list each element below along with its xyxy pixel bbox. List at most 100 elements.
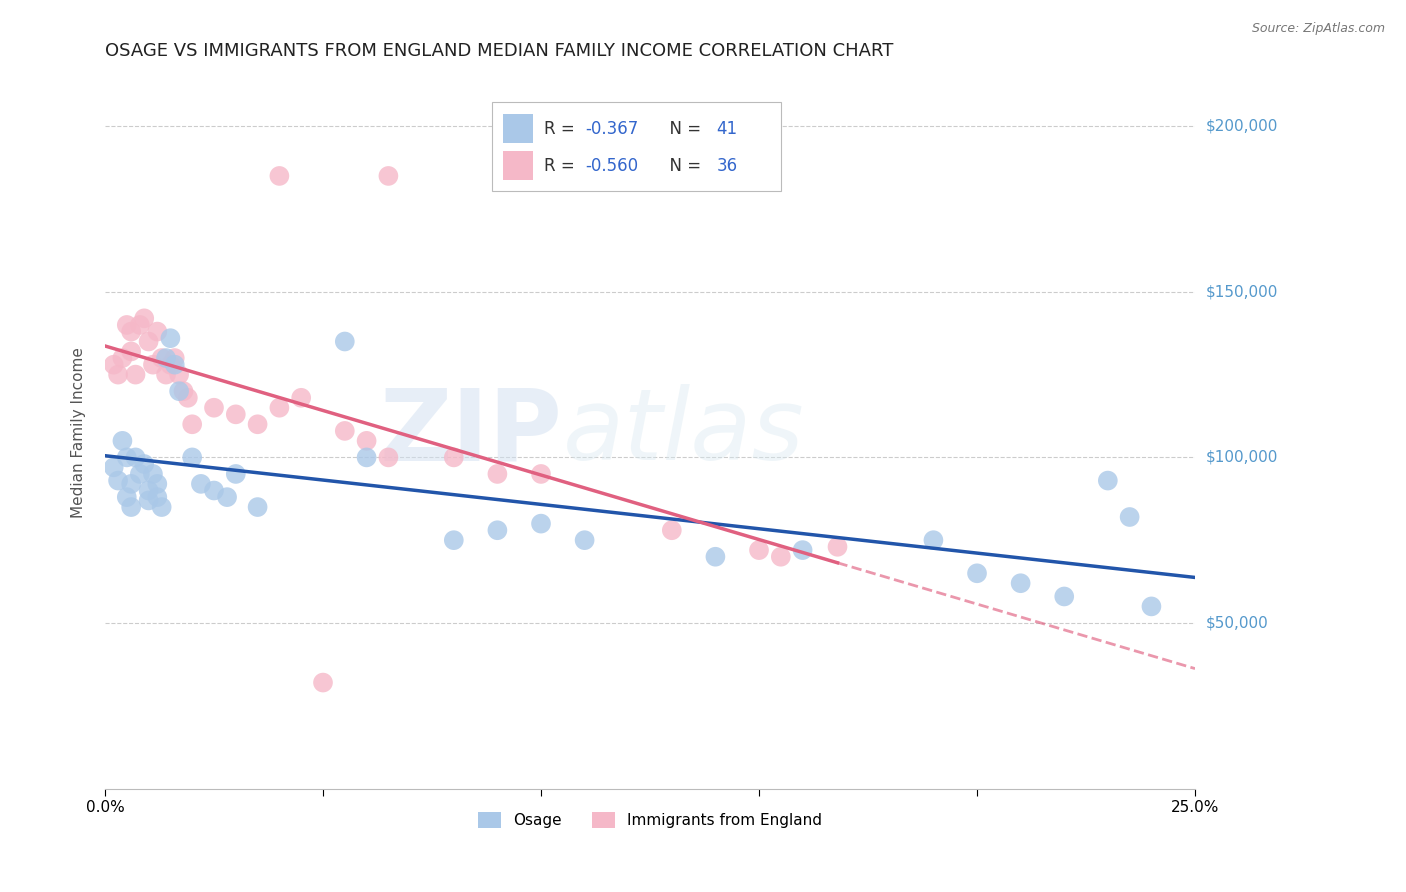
Point [530, 467, 553, 481]
Point [107, 474, 129, 488]
Point [1097, 474, 1119, 488]
Point [120, 344, 142, 359]
Point [120, 476, 142, 491]
Point [225, 408, 247, 422]
Point [1010, 576, 1032, 591]
Point [103, 358, 125, 372]
Point [769, 549, 792, 564]
Text: ZIP: ZIP [380, 384, 562, 481]
Text: atlas: atlas [562, 384, 804, 481]
Point [142, 467, 165, 481]
Point [333, 424, 356, 438]
Point [150, 500, 173, 514]
Point [312, 675, 335, 690]
Point [922, 533, 945, 548]
Point [202, 483, 225, 498]
Text: $100,000: $100,000 [1206, 450, 1278, 465]
Point [150, 351, 173, 365]
Point [128, 318, 150, 332]
Text: $50,000: $50,000 [1206, 615, 1268, 631]
Point [138, 334, 160, 349]
FancyBboxPatch shape [492, 102, 780, 191]
Point [134, 311, 156, 326]
Point [115, 318, 138, 332]
Y-axis label: Median Family Income: Median Family Income [72, 347, 86, 518]
Point [124, 450, 146, 465]
Point [1118, 510, 1140, 524]
Point [124, 368, 146, 382]
Point [748, 543, 770, 558]
Point [163, 358, 186, 372]
Point [111, 434, 134, 448]
Point [177, 391, 200, 405]
Point [661, 523, 683, 537]
Point [356, 450, 378, 465]
Point [115, 490, 138, 504]
Point [167, 384, 190, 399]
Point [225, 467, 247, 481]
Point [138, 483, 160, 498]
Point [377, 169, 399, 183]
Point [486, 523, 509, 537]
Point [1140, 599, 1163, 614]
Point [269, 401, 291, 415]
Point [574, 533, 596, 548]
FancyBboxPatch shape [503, 152, 533, 180]
Point [827, 540, 849, 554]
Point [1053, 590, 1076, 604]
Point [167, 368, 190, 382]
Point [792, 543, 814, 558]
Point [190, 476, 212, 491]
Point [172, 384, 194, 399]
Point [111, 351, 134, 365]
Point [443, 533, 465, 548]
Point [202, 401, 225, 415]
Point [103, 460, 125, 475]
Point [269, 169, 291, 183]
Point [246, 500, 269, 514]
Point [217, 490, 239, 504]
Text: Source: ZipAtlas.com: Source: ZipAtlas.com [1251, 22, 1385, 36]
Point [146, 490, 169, 504]
Text: R =: R = [544, 157, 581, 175]
Point [107, 368, 129, 382]
Point [181, 417, 204, 432]
Point [146, 476, 169, 491]
Text: $200,000: $200,000 [1206, 119, 1278, 134]
Point [138, 493, 160, 508]
Point [142, 358, 165, 372]
Point [333, 334, 356, 349]
Point [163, 351, 186, 365]
Point [155, 351, 177, 365]
Point [290, 391, 312, 405]
Text: N =: N = [659, 157, 706, 175]
FancyBboxPatch shape [503, 114, 533, 143]
Point [159, 331, 181, 345]
Point [486, 467, 509, 481]
Text: $150,000: $150,000 [1206, 285, 1278, 300]
Point [181, 450, 204, 465]
Text: R =: R = [544, 120, 581, 137]
Text: 41: 41 [717, 120, 738, 137]
Point [155, 368, 177, 382]
Point [356, 434, 378, 448]
Point [134, 457, 156, 471]
Point [120, 325, 142, 339]
Point [443, 450, 465, 465]
Point [377, 450, 399, 465]
Point [246, 417, 269, 432]
Legend: Osage, Immigrants from England: Osage, Immigrants from England [471, 806, 828, 834]
Point [120, 500, 142, 514]
Point [530, 516, 553, 531]
Point [159, 358, 181, 372]
Text: -0.367: -0.367 [586, 120, 638, 137]
Point [146, 325, 169, 339]
Text: OSAGE VS IMMIGRANTS FROM ENGLAND MEDIAN FAMILY INCOME CORRELATION CHART: OSAGE VS IMMIGRANTS FROM ENGLAND MEDIAN … [105, 42, 893, 60]
Point [115, 450, 138, 465]
Point [966, 566, 988, 581]
Text: N =: N = [659, 120, 706, 137]
Point [704, 549, 727, 564]
Text: 36: 36 [717, 157, 738, 175]
Text: -0.560: -0.560 [586, 157, 638, 175]
Point [128, 467, 150, 481]
